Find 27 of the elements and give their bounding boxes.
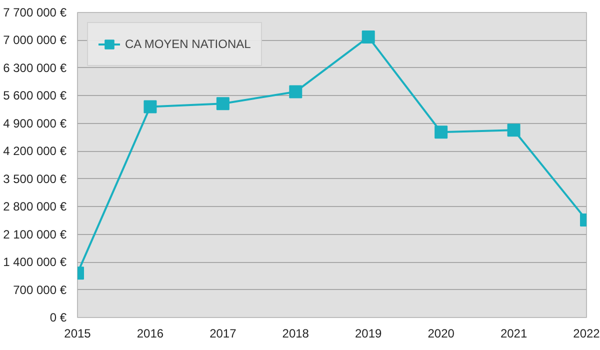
point xyxy=(289,85,302,98)
point xyxy=(434,126,448,139)
point xyxy=(144,100,157,114)
x-tick-label: 2015 xyxy=(64,326,92,340)
y-tick-label: 7 000 000 € xyxy=(3,33,67,48)
y-tick-label: 700 000 € xyxy=(13,282,67,297)
legend-label: CA MOYEN NATIONAL xyxy=(125,37,251,51)
y-tick-label: 1 400 000 € xyxy=(3,255,67,270)
point xyxy=(362,30,375,44)
x-tick-label: 2021 xyxy=(500,326,528,340)
y-tick-label: 4 200 000 € xyxy=(3,144,67,158)
y-tick-label: 7 700 000 € xyxy=(3,6,67,20)
x-tick-label: 2022 xyxy=(573,326,600,340)
x-tick-label: 2016 xyxy=(136,326,164,340)
x-tick-label: 2017 xyxy=(210,326,237,340)
y-tick-label: 6 300 000 € xyxy=(3,60,67,75)
y-tick-label: 4 900 000 € xyxy=(3,116,67,130)
point xyxy=(216,97,230,110)
x-tick-label: 2020 xyxy=(428,326,455,340)
y-tick-label: 2 800 000 € xyxy=(3,200,67,214)
x-tick-label: 2019 xyxy=(355,326,382,340)
y-tick-label: 3 500 000 € xyxy=(3,172,67,186)
y-tick-label: 5 600 000 € xyxy=(3,88,67,103)
y-tick-label: 0 € xyxy=(50,310,67,324)
point xyxy=(507,124,520,137)
y-tick-label: 2 100 000 € xyxy=(3,227,67,242)
x-tick-label: 2018 xyxy=(282,326,310,340)
